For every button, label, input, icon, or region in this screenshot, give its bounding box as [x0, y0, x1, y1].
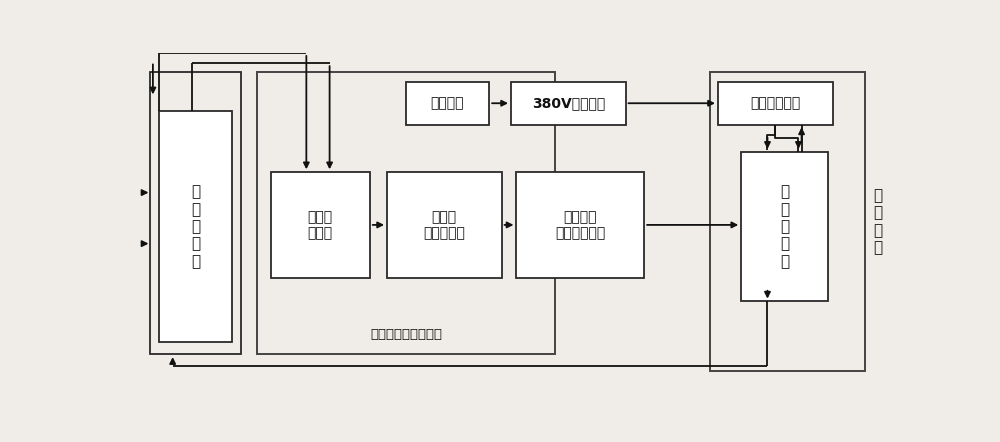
Text: 380V交流电源: 380V交流电源: [532, 96, 605, 110]
Text: 素
流
系
统: 素 流 系 统: [873, 188, 882, 255]
Bar: [257, 72, 555, 354]
Text: 超声波
换能器: 超声波 换能器: [308, 210, 333, 240]
Bar: [271, 172, 370, 278]
Bar: [718, 82, 833, 125]
Bar: [741, 152, 828, 301]
Text: 铅
酸
蓄
电
池: 铅 酸 蓄 电 池: [191, 184, 200, 269]
Text: 交直流转换器: 交直流转换器: [750, 96, 800, 110]
Bar: [511, 82, 626, 125]
Text: 素
流
发
生
器: 素 流 发 生 器: [780, 184, 789, 269]
Text: 超声波
数据换算器: 超声波 数据换算器: [423, 210, 465, 240]
Bar: [710, 72, 865, 371]
Bar: [159, 111, 232, 342]
Bar: [406, 82, 489, 125]
Bar: [150, 72, 241, 354]
Text: 超声波物位测量系统: 超声波物位测量系统: [370, 328, 442, 341]
Bar: [516, 172, 644, 278]
Text: 国家电网: 国家电网: [431, 96, 464, 110]
Bar: [387, 172, 502, 278]
Text: 动态反馈
直流伺服系统: 动态反馈 直流伺服系统: [555, 210, 605, 240]
